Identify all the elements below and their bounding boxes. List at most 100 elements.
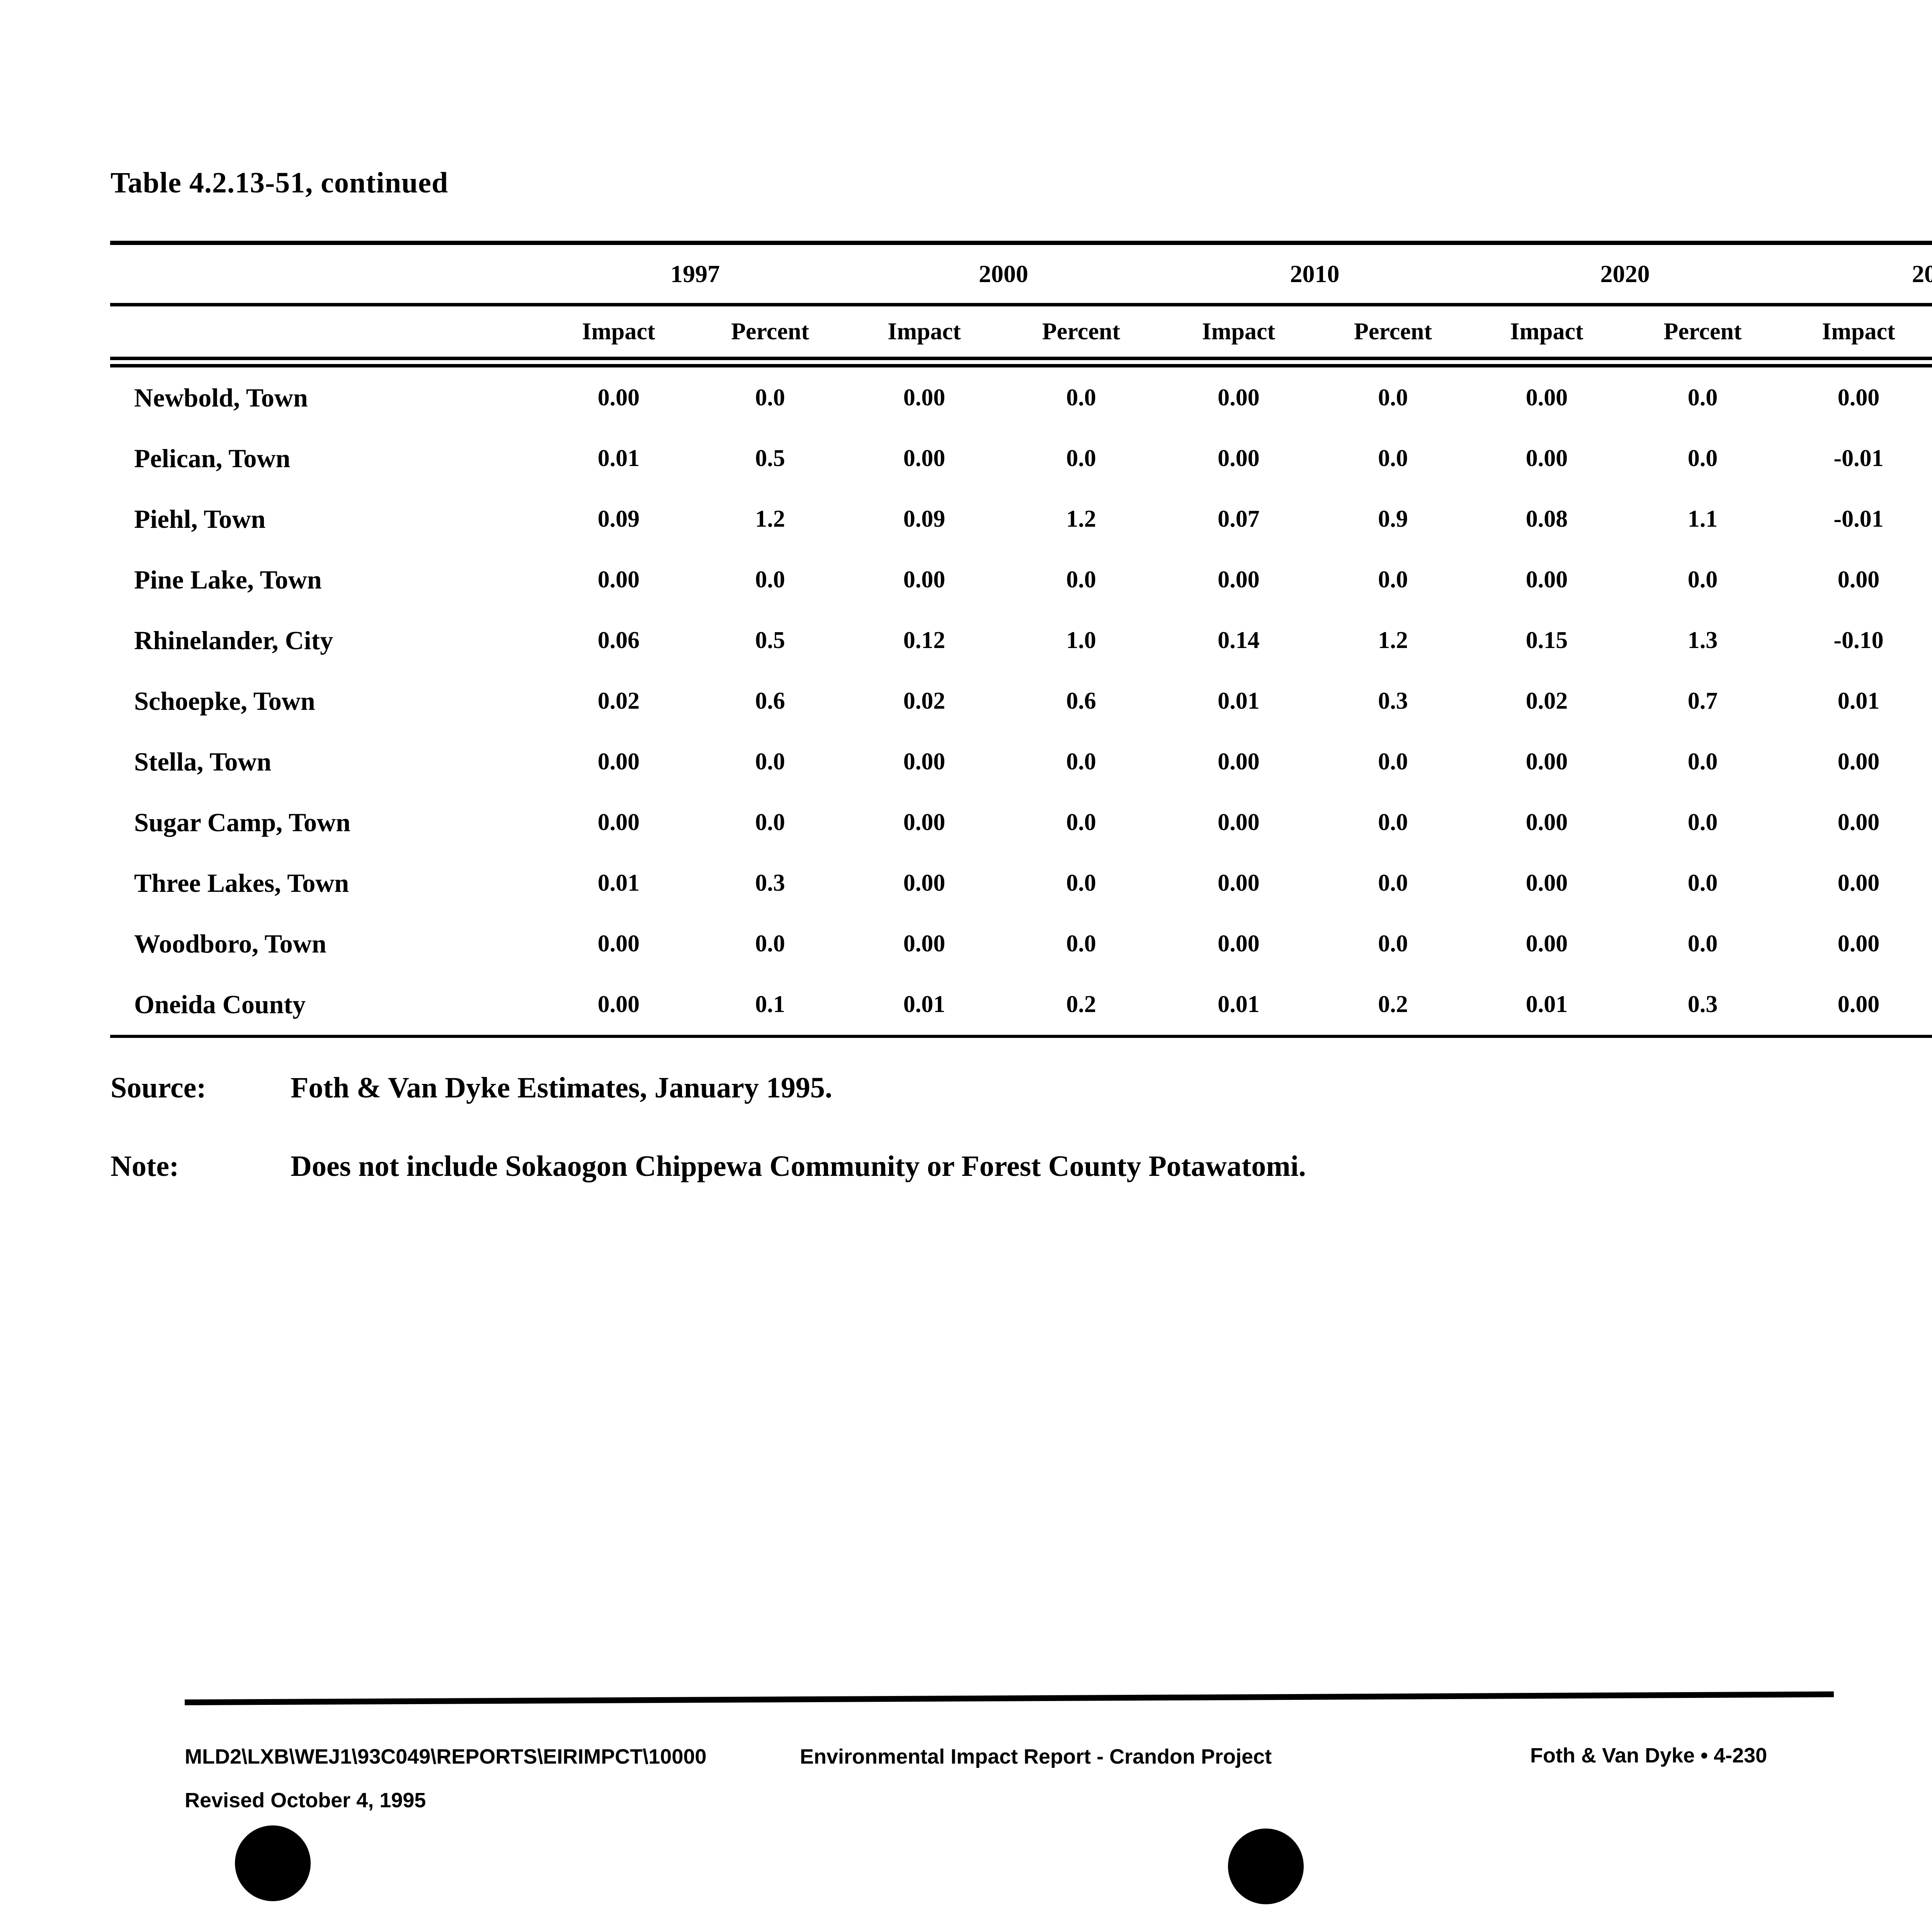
source-line: Source: Foth & Van Dyke Estimates, Janua… [111, 1071, 832, 1105]
table-row: Rhinelander, City 0.06 0.5 0.12 1.0 0.14 1.2 0.… [110, 610, 1932, 671]
cell: 0.0 [1378, 566, 1408, 593]
table-row: Newbold, Town 0.00 0.0 0.00 0.0 0.00 0.0 0.00 0.… [110, 362, 1932, 428]
cell: 0.6 [1066, 688, 1096, 714]
column-header: Impact [1781, 304, 1932, 367]
cell: 0.0 [1687, 445, 1718, 471]
hole-punch-dot [235, 1825, 311, 1901]
year-header: 2020 [1469, 241, 1781, 306]
cell: 0.3 [755, 870, 785, 896]
cell: 0.0 [1687, 930, 1718, 957]
cell: 0.0 [1378, 445, 1408, 471]
cell: 0.1 [694, 974, 847, 1038]
footer-file-path: MLD2\LXB\WEJ1\93C049\REPORTS\EIRIMPCT\10… [185, 1745, 707, 1768]
cell: 0.01 [1218, 688, 1260, 714]
cell: 0.0 [755, 809, 785, 835]
cell: 0.6 [755, 688, 785, 714]
cell: 0.0 [1066, 445, 1096, 471]
column-header: Impact [1469, 304, 1624, 367]
cell: 0.00 [597, 384, 640, 411]
table-row: Sugar Camp, Town 0.00 0.0 0.00 0.0 0.00 0.0 0.0… [110, 792, 1932, 853]
column-header: Percent [694, 304, 847, 367]
row-label: Sugar Camp, Town [134, 808, 350, 837]
cell: 0.0 [1687, 870, 1718, 896]
table-row: Woodboro, Town 0.00 0.0 0.00 0.0 0.00 0.0 0.00 0… [110, 913, 1932, 974]
cell: 0.01 [847, 974, 1002, 1038]
cell: 0.08 [1526, 506, 1568, 532]
cell: 0.00 [1781, 974, 1932, 1038]
row-label: Schoepke, Town [134, 686, 315, 716]
cell: 0.0 [1687, 384, 1718, 411]
cell: 0.0 [1378, 870, 1408, 896]
year-header: 2010 [1160, 241, 1469, 306]
cell: -0.01 [1833, 506, 1884, 532]
row-label: Stella, Town [134, 747, 272, 776]
column-header: Impact [1160, 304, 1317, 367]
cell: 0.00 [1526, 809, 1568, 835]
cell: 0.00 [544, 974, 694, 1038]
corner-cell [110, 241, 544, 306]
cell: 0.00 [597, 748, 640, 775]
note-line: Note: Does not include Sokaogon Chippewa… [111, 1150, 1306, 1183]
cell: 0.0 [755, 930, 785, 957]
cell: 0.00 [597, 930, 640, 957]
footer-doc-title: Environmental Impact Report - Crandon Pr… [800, 1745, 1272, 1768]
cell: 0.0 [1687, 748, 1718, 775]
year-header: 2030 [1781, 241, 1932, 306]
cell: 0.00 [1526, 566, 1568, 593]
cell: 0.00 [903, 748, 946, 775]
cell: 0.0 [1378, 809, 1408, 835]
cell: 0.0 [1687, 566, 1718, 593]
cell: 0.00 [1837, 566, 1880, 593]
cell: 0.00 [1218, 445, 1260, 471]
table-row: Pine Lake, Town 0.00 0.0 0.00 0.0 0.00 0.0 0.00… [110, 549, 1932, 610]
page-title: Table 4.2.13-51, continued [111, 167, 449, 199]
cell: 1.0 [1066, 627, 1096, 653]
cell: 1.2 [755, 506, 785, 532]
cell: 0.00 [1837, 870, 1880, 896]
row-label: Pelican, Town [134, 444, 291, 473]
table-body: Newbold, Town 0.00 0.0 0.00 0.0 0.00 0.0 0.00 0.… [110, 362, 1932, 1038]
table-row: Oneida County 0.00 0.1 0.01 0.2 0.01 0.2 0.01 0.… [110, 974, 1932, 1038]
cell: 1.3 [1687, 627, 1718, 653]
row-label: Pine Lake, Town [134, 565, 322, 594]
cell: 0.02 [903, 688, 946, 714]
column-header: Percent [1317, 304, 1469, 367]
row-label: Piehl, Town [134, 504, 266, 534]
row-label: Oneida County [110, 974, 544, 1038]
cell: 0.0 [755, 384, 785, 411]
cell: 0.5 [755, 445, 785, 471]
cell: 1.1 [1687, 506, 1718, 532]
cell: 0.15 [1526, 627, 1568, 653]
cell: 0.2 [1317, 974, 1469, 1038]
cell: 0.00 [1526, 445, 1568, 471]
table-row: Stella, Town 0.00 0.0 0.00 0.0 0.00 0.0 0.00 0.0… [110, 731, 1932, 792]
row-label: Newbold, Town [134, 383, 308, 412]
cell: -0.01 [1833, 445, 1884, 471]
cell: 0.00 [903, 809, 946, 835]
cell: 0.5 [755, 627, 785, 653]
cell: 0.02 [1526, 688, 1568, 714]
cell: 0.00 [903, 930, 946, 957]
cell: 0.00 [1837, 748, 1880, 775]
cell: 0.00 [1837, 384, 1880, 411]
cell: 0.0 [1378, 930, 1408, 957]
cell: 0.9 [1378, 506, 1408, 532]
column-header: Percent [1624, 304, 1781, 367]
note-text: Does not include Sokaogon Chippewa Commu… [291, 1150, 1306, 1182]
cell: 0.0 [1378, 748, 1408, 775]
cell: 0.00 [1218, 809, 1260, 835]
cell: 0.00 [1526, 930, 1568, 957]
cell: 0.00 [1218, 748, 1260, 775]
cell: 0.07 [1218, 506, 1260, 532]
cell: 0.0 [1066, 870, 1096, 896]
row-label: Three Lakes, Town [134, 868, 349, 898]
cell: 0.00 [1218, 870, 1260, 896]
cell: 0.00 [1218, 384, 1260, 411]
corner-cell [110, 304, 544, 367]
cell: 0.0 [1066, 748, 1096, 775]
cell: 0.01 [597, 870, 640, 896]
column-header: Impact [544, 304, 694, 367]
cell: 0.3 [1624, 974, 1781, 1038]
cell: 0.12 [903, 627, 946, 653]
